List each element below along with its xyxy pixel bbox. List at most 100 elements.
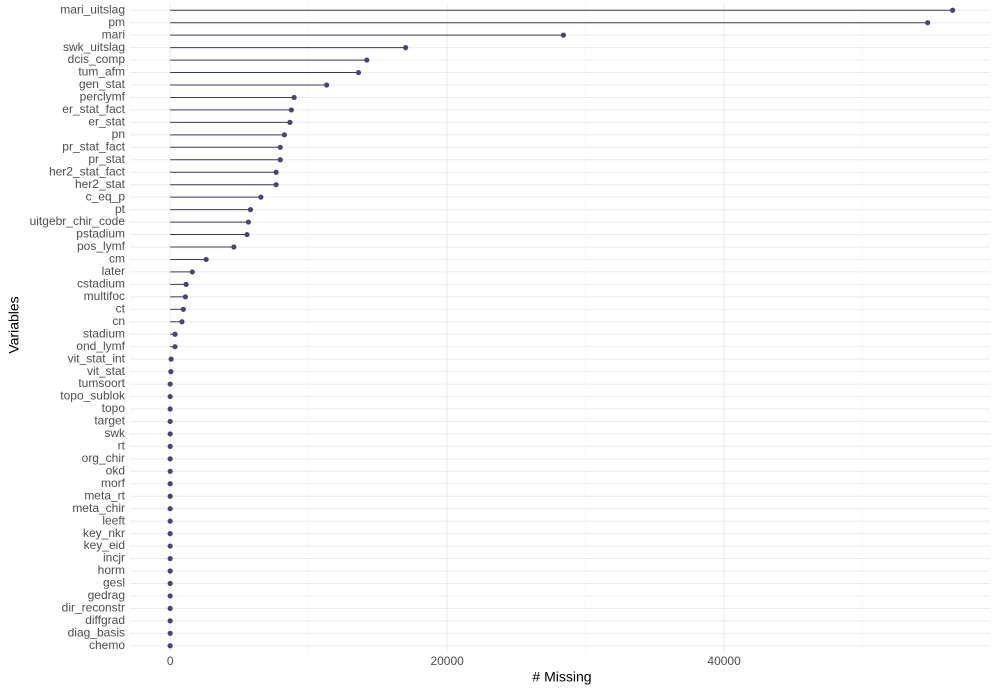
- dot: [167, 543, 173, 549]
- y-tick-label: cm: [109, 252, 125, 266]
- dot: [189, 269, 195, 275]
- y-tick-label: her2_stat_fact: [49, 164, 126, 178]
- y-tick-label: cstadium: [77, 277, 125, 291]
- y-tick-label: org_chir: [82, 451, 125, 465]
- y-tick-label: topo_sublok: [60, 389, 126, 403]
- dot: [273, 169, 279, 175]
- y-tick-label: leeft: [102, 513, 125, 527]
- y-tick-label: pm: [108, 15, 125, 29]
- dot: [324, 82, 330, 88]
- dot: [167, 443, 173, 449]
- dot: [167, 580, 173, 587]
- y-tick-label: mari_uitslag: [60, 2, 125, 16]
- dot: [925, 20, 931, 26]
- dot: [167, 431, 173, 437]
- y-tick-label: stadium: [83, 326, 125, 340]
- y-tick-label: uitgebr_chir_code: [30, 214, 126, 228]
- dot: [167, 630, 173, 636]
- y-tick-label: her2_stat: [75, 177, 126, 191]
- y-tick-label: incjr: [103, 551, 125, 565]
- y-tick-label: er_stat: [88, 115, 125, 129]
- y-tick-label: dcis_comp: [68, 52, 126, 66]
- dot: [167, 456, 173, 462]
- y-tick-label: gen_stat: [79, 77, 126, 91]
- y-tick-label: meta_rt: [84, 488, 125, 502]
- y-tick-label: pstadium: [76, 227, 125, 241]
- y-tick-label: chemo: [89, 638, 125, 652]
- dot: [950, 7, 956, 13]
- y-tick-label: pn: [112, 127, 125, 141]
- y-tick-label: target: [94, 414, 125, 428]
- dot: [167, 531, 173, 537]
- y-tick-label: mari: [102, 27, 125, 41]
- y-tick-label: tum_afm: [78, 65, 125, 79]
- x-tick-label: 40000: [707, 654, 741, 668]
- dot: [167, 493, 173, 499]
- dot: [167, 506, 173, 512]
- dot: [172, 331, 178, 337]
- y-tick-label: topo: [102, 401, 126, 415]
- dot: [291, 94, 297, 101]
- dot: [245, 219, 252, 225]
- y-tick-label: ct: [116, 301, 126, 315]
- y-tick-label: er_stat_fact: [62, 102, 125, 116]
- dot: [364, 57, 370, 63]
- y-tick-label: cn: [112, 314, 125, 328]
- x-axis-title: # Missing: [532, 669, 591, 685]
- dot: [167, 518, 173, 524]
- dot: [167, 381, 173, 387]
- dot: [288, 107, 294, 113]
- dot: [231, 244, 237, 250]
- dot: [168, 356, 174, 362]
- dot: [180, 306, 186, 312]
- y-tick-label: meta_chir: [72, 501, 125, 515]
- dot: [277, 157, 283, 163]
- y-tick-label: diffgrad: [85, 613, 125, 627]
- dot: [244, 231, 250, 238]
- dot: [277, 144, 283, 150]
- y-tick-label: vit_stat_int: [68, 351, 126, 365]
- y-tick-label: swk: [104, 426, 126, 440]
- y-tick-label: pt: [115, 202, 126, 216]
- y-tick-label: horm: [98, 563, 125, 577]
- y-tick-label: later: [102, 264, 125, 278]
- x-tick-label: 20000: [430, 654, 464, 668]
- y-tick-label: gedrag: [88, 588, 125, 602]
- dot: [167, 643, 173, 649]
- dot: [167, 393, 173, 400]
- dot: [183, 281, 189, 287]
- dot: [167, 481, 173, 487]
- y-tick-label: multifoc: [84, 289, 125, 303]
- dot: [167, 593, 173, 599]
- dot: [560, 32, 567, 38]
- x-tick-label: 0: [167, 654, 174, 668]
- dot: [168, 369, 174, 375]
- y-tick-label: key_eid: [84, 538, 125, 552]
- dot: [273, 182, 279, 188]
- y-tick-label: pr_stat_fact: [62, 139, 125, 153]
- y-tick-label: key_nkr: [83, 526, 125, 540]
- y-tick-label: pr_stat: [88, 152, 125, 166]
- dot: [203, 256, 209, 263]
- y-tick-label: okd: [106, 463, 125, 477]
- dot: [172, 344, 178, 350]
- dot: [179, 319, 185, 325]
- y-tick-label: morf: [101, 476, 126, 490]
- y-axis-title: Variables: [6, 296, 22, 353]
- dot: [355, 69, 362, 76]
- dot: [167, 468, 173, 474]
- dot: [258, 194, 264, 200]
- y-tick-label: swk_uitslag: [63, 40, 125, 54]
- y-tick-label: diag_basis: [68, 625, 125, 639]
- dot: [402, 45, 409, 51]
- dot: [167, 555, 173, 562]
- dot: [182, 294, 188, 300]
- dot: [167, 568, 173, 574]
- y-tick-label: gesl: [103, 576, 125, 590]
- dot: [247, 207, 254, 213]
- dot: [167, 418, 173, 425]
- y-tick-label: rt: [118, 439, 126, 453]
- y-tick-label: c_eq_p: [86, 189, 126, 203]
- dot: [281, 132, 288, 138]
